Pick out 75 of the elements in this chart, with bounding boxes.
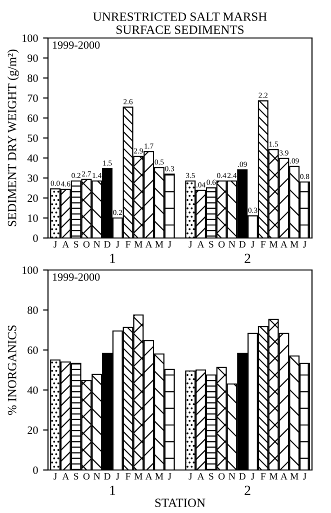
y-tick-label: 100	[22, 34, 38, 42]
x-tick-label: A	[62, 241, 70, 248]
x-tick-label: A	[197, 241, 204, 248]
x-tick-label: D	[239, 473, 246, 480]
x-tick-label: M	[155, 241, 164, 248]
y-tick-label: 10	[28, 214, 38, 222]
x-tick-label: F	[126, 473, 130, 480]
y-tick-label: 30	[28, 174, 38, 182]
x-tick-label: M	[134, 473, 142, 480]
y-axis-title: SEDIMENT DRY WEIGHT (g/m²)	[7, 50, 19, 226]
x-tick-label: J	[188, 473, 192, 480]
x-tick-label: A	[197, 473, 204, 480]
x-tick-label: J	[168, 473, 172, 480]
y-tick-label: 40	[27, 154, 38, 162]
x-tick-label: A	[145, 473, 152, 480]
text: 1	[110, 486, 116, 495]
text: 1	[110, 254, 116, 263]
x-tick-label: A	[145, 241, 152, 248]
x-tick-label: F	[260, 241, 266, 248]
y-tick-label: 0	[33, 234, 38, 242]
x-tick-label: N	[94, 241, 100, 248]
x-tick-label: J	[116, 241, 120, 248]
y-tick-label: 70	[28, 94, 38, 102]
x-axis-title: STATION	[155, 498, 206, 508]
x-tick-label: M	[290, 241, 298, 248]
y-tick-label: 60	[28, 346, 38, 354]
text: 2	[244, 486, 250, 495]
x-tick-label: A	[280, 473, 288, 480]
x-tick-label: N	[94, 473, 100, 480]
x-tick-label: O	[83, 473, 90, 480]
x-tick-label: J	[251, 473, 254, 480]
x-tick-label: J	[54, 241, 57, 248]
y-tick-label: 40	[27, 386, 38, 394]
x-tick-label: S	[74, 473, 78, 480]
y-tick-label: 90	[28, 54, 38, 62]
x-tick-label: N	[228, 473, 236, 480]
x-tick-label: S	[74, 241, 78, 248]
x-tick-label: J	[303, 473, 306, 480]
y-tick-label: 50	[28, 134, 38, 142]
x-tick-label: J	[188, 241, 192, 248]
x-tick-label: O	[218, 473, 225, 480]
x-tick-label: M	[134, 241, 142, 248]
x-tick-label: D	[104, 473, 110, 480]
y-tick-label: 80	[28, 74, 38, 82]
annotation: 1999-2000	[52, 41, 100, 49]
y-tick-label: 100	[22, 266, 38, 274]
x-tick-label: J	[116, 473, 120, 480]
x-tick-label: M	[155, 473, 164, 480]
y-tick-label: 0	[33, 466, 38, 474]
x-tick-label: M	[270, 473, 278, 480]
x-tick-label: J	[251, 241, 254, 248]
x-tick-label: D	[104, 241, 110, 248]
y-axis-title: % INORGANICS	[8, 325, 16, 415]
x-tick-label: A	[280, 241, 288, 248]
x-tick-label: M	[270, 241, 278, 248]
x-tick-label: S	[209, 473, 214, 480]
y-tick-label: 20	[28, 426, 38, 434]
y-tick-label: 60	[28, 114, 38, 122]
x-tick-label: M	[290, 473, 298, 480]
y-tick-label: 20	[28, 194, 38, 202]
text: 2	[244, 254, 250, 263]
x-tick-label: J	[303, 241, 306, 248]
x-tick-label: J	[54, 473, 57, 480]
x-tick-label: N	[228, 241, 236, 248]
x-tick-label: S	[209, 241, 214, 248]
x-tick-label: F	[126, 241, 130, 248]
y-tick-label: 80	[28, 306, 38, 314]
x-tick-label: J	[168, 241, 172, 248]
x-tick-label: F	[260, 473, 266, 480]
chart-title: UNRESTRICTED SALT MARSH SURFACE SEDIMENTS	[93, 12, 267, 34]
x-tick-label: D	[239, 241, 246, 248]
annotation: 1999-2000	[52, 273, 100, 281]
x-tick-label: A	[62, 473, 70, 480]
x-tick-label: O	[218, 241, 225, 248]
x-tick-label: O	[83, 241, 90, 248]
